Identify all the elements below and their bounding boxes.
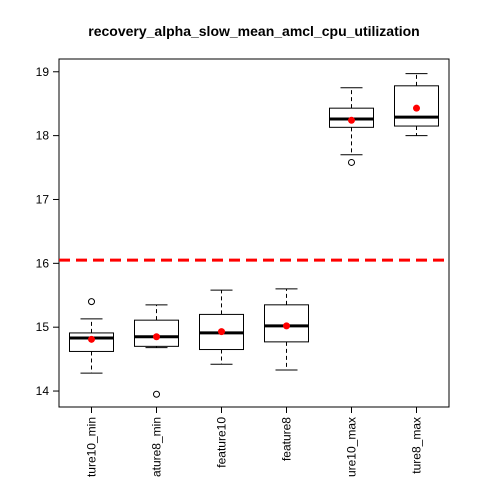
y-tick-label: 17 — [36, 192, 50, 206]
y-tick-label: 15 — [36, 320, 50, 334]
x-category-label: ure10_max — [345, 417, 359, 477]
mean-point — [348, 116, 355, 124]
x-category-label: ture10_min — [85, 417, 99, 477]
outlier-point — [88, 298, 95, 306]
y-tick-label: 14 — [36, 384, 50, 398]
box-feature8_min — [134, 319, 179, 347]
plot-frame — [58, 58, 450, 408]
x-category-label: feature8 — [280, 417, 294, 461]
y-tick-label: 19 — [36, 65, 50, 79]
mean-point — [413, 104, 420, 112]
outlier-point — [348, 158, 355, 166]
outlier-point — [153, 390, 160, 398]
x-category-label: ature8_min — [150, 417, 164, 477]
mean-point — [88, 335, 95, 343]
chart-title: recovery_alpha_slow_mean_amcl_cpu_utiliz… — [88, 23, 419, 39]
x-category-label: feature10 — [215, 417, 229, 468]
plot-area: 14 15 16 17 18 19 ture10_min ature8_min feature1… — [36, 58, 450, 477]
x-category-label: ture8_max — [410, 417, 424, 474]
mean-point — [153, 333, 160, 341]
y-tick-label: 16 — [36, 256, 50, 270]
mean-point — [283, 322, 290, 330]
mean-point — [218, 328, 225, 336]
y-tick-label: 18 — [36, 129, 50, 143]
